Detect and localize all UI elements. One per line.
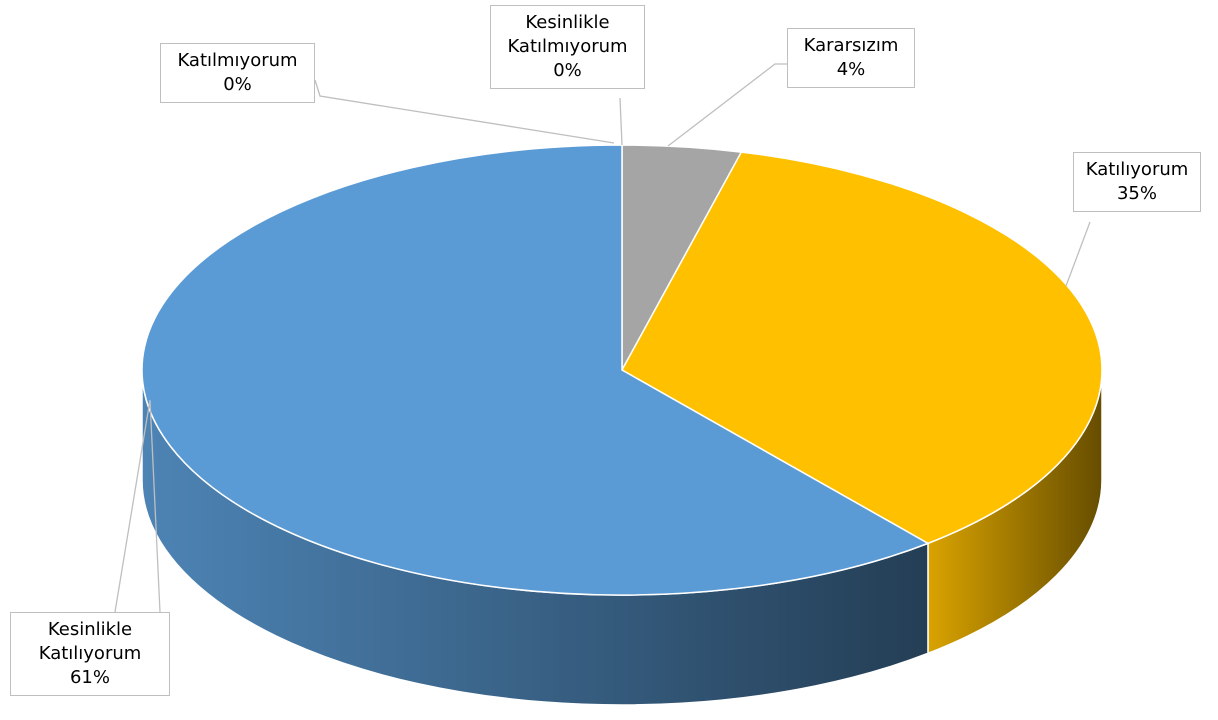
leader-line (619, 97, 623, 146)
label-category: Kesinlikle Katılmıyorum (507, 12, 628, 57)
label-category: Katılıyorum (1085, 159, 1189, 180)
leader-line (667, 63, 787, 147)
pie-slice (620, 151, 1103, 545)
pie-slice (141, 144, 930, 596)
label-value: 61% (69, 667, 110, 688)
label-category: Katılmıyorum (177, 50, 298, 71)
label-value: 4% (836, 59, 866, 80)
data-label: Kesinlikle Katılıyorum 61% (10, 612, 170, 696)
label-category: Kesinlikle Katılıyorum (38, 619, 142, 664)
leader-line (1065, 221, 1091, 287)
label-value: 0% (223, 74, 252, 95)
data-label: Katılmıyorum 0% (160, 43, 315, 103)
label-category: Kararsızım (803, 35, 899, 56)
data-label: Kesinlikle Katılmıyorum 0% (490, 5, 645, 89)
data-label: Kararsızım 4% (787, 28, 915, 88)
data-label: Katılıyorum 35% (1073, 152, 1201, 212)
leader-line (314, 79, 615, 144)
label-value: 0% (553, 60, 582, 81)
leader-line (114, 399, 161, 613)
label-value: 35% (1116, 183, 1157, 204)
